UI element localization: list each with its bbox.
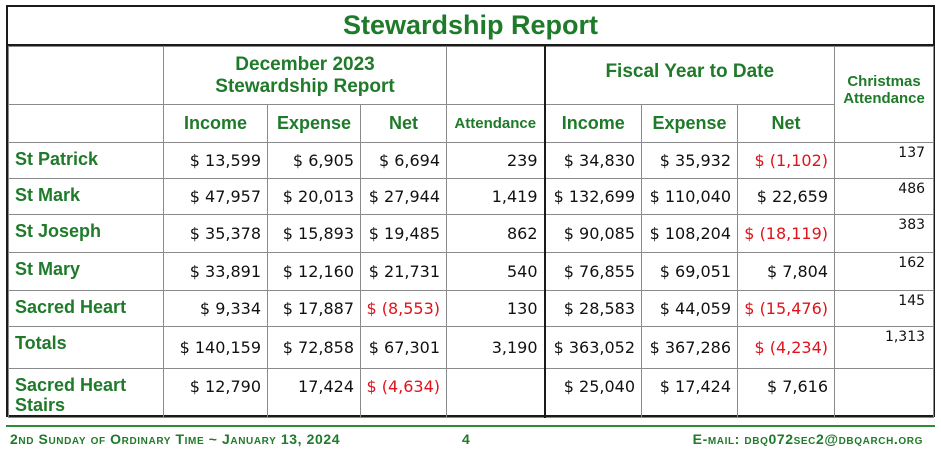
christmas-cell: 486 — [834, 178, 935, 215]
christmas-header-line2: Attendance — [843, 90, 925, 107]
fy-income-cell: $ 363,052 — [543, 326, 643, 369]
fy-expense-cell: $ 17,424 — [641, 368, 739, 418]
parish-name-line2: Stairs — [15, 395, 66, 415]
expense-cell: $ 6,905 — [267, 142, 361, 179]
fy-net-cell: $ (1,102) — [737, 142, 836, 179]
fy-expense-cell: $ 35,932 — [641, 142, 739, 179]
parish-name-line1: Sacred Heart — [15, 375, 127, 395]
table-row: St Mary $ 33,891 $ 12,160 $ 21,731 540 $… — [8, 252, 935, 291]
parish-name: Sacred Heart — [8, 290, 164, 327]
table-row: St Joseph $ 35,378 $ 15,893 $ 19,485 862… — [8, 214, 935, 253]
month-group-header: December 2023 Stewardship Report — [162, 46, 448, 105]
net-cell: $ 19,485 — [359, 214, 448, 253]
col-fy-income: Income — [543, 104, 643, 143]
income-cell: $ 47,957 — [163, 178, 268, 215]
net-cell: $ (8,553) — [359, 290, 448, 327]
fy-net-cell: $ (15,476) — [737, 290, 836, 327]
income-cell: $ 9,334 — [163, 290, 268, 327]
expense-cell: $ 15,893 — [267, 214, 361, 253]
column-header-row: Income Expense Net Attendance Income Exp… — [8, 104, 934, 143]
income-cell: $ 13,599 — [163, 142, 268, 179]
expense-cell: 17,424 — [267, 368, 361, 418]
footer-divider — [6, 425, 935, 427]
footer-date: 2nd Sunday of Ordinary Time ~ January 13… — [10, 431, 341, 447]
col-expense: Expense — [267, 104, 361, 143]
fy-net-cell: $ 7,616 — [737, 368, 836, 418]
net-cell: $ 27,944 — [359, 178, 448, 215]
expense-cell: $ 20,013 — [267, 178, 361, 215]
christmas-cell: 1,313 — [834, 326, 935, 369]
fiscal-group-header: Fiscal Year to Date — [543, 46, 836, 105]
christmas-cell: 145 — [834, 290, 935, 327]
attendance-cell: 1,419 — [446, 178, 546, 215]
group-header-row: December 2023 Stewardship Report Fiscal … — [8, 46, 935, 143]
income-cell: $ 140,159 — [163, 326, 268, 369]
parish-name: St Mary — [8, 252, 164, 291]
attendance-cell: 239 — [446, 142, 546, 179]
parish-name: Sacred Heart Stairs — [8, 368, 164, 418]
net-cell: $ 21,731 — [359, 252, 448, 291]
month-group-line1: December 2023 — [235, 53, 375, 75]
attendance-cell: 3,190 — [446, 326, 546, 369]
income-cell: $ 12,790 — [163, 368, 268, 418]
net-cell: $ 67,301 — [359, 326, 448, 369]
fy-income-cell: $ 25,040 — [543, 368, 643, 418]
christmas-cell: 162 — [834, 252, 935, 291]
table-row: St Mark $ 47,957 $ 20,013 $ 27,944 1,419… — [8, 178, 935, 215]
header-blank-cell-2 — [8, 104, 164, 143]
report-title: Stewardship Report — [8, 7, 933, 46]
table-row: St Patrick $ 13,599 $ 6,905 $ 6,694 239 … — [8, 142, 935, 179]
attendance-cell: 540 — [446, 252, 546, 291]
net-cell: $ (4,634) — [359, 368, 448, 418]
col-attendance: Attendance — [446, 104, 546, 143]
fy-net-cell: $ 7,804 — [737, 252, 836, 291]
attendance-cell — [446, 368, 546, 418]
fy-expense-cell: $ 69,051 — [641, 252, 739, 291]
net-cell: $ 6,694 — [359, 142, 448, 179]
parish-name: St Patrick — [8, 142, 164, 179]
totals-row: Totals $ 140,159 $ 72,858 $ 67,301 3,190… — [8, 326, 935, 369]
attendance-group-blank — [446, 46, 546, 105]
income-cell: $ 33,891 — [163, 252, 268, 291]
attendance-cell: 130 — [446, 290, 546, 327]
col-income: Income — [163, 104, 268, 143]
christmas-header-line1: Christmas — [847, 73, 921, 90]
fy-income-cell: $ 90,085 — [543, 214, 643, 253]
month-group-line2: Stewardship Report — [215, 75, 395, 97]
fy-net-cell: $ 22,659 — [737, 178, 836, 215]
stewardship-table: December 2023 Stewardship Report Fiscal … — [8, 46, 935, 418]
christmas-cell: 383 — [834, 214, 935, 253]
col-fy-net: Net — [737, 104, 836, 143]
expense-cell: $ 17,887 — [267, 290, 361, 327]
christmas-cell: 137 — [834, 142, 935, 179]
fy-net-cell: $ (4,234) — [737, 326, 836, 369]
totals-label: Totals — [8, 326, 164, 369]
parish-name: St Joseph — [8, 214, 164, 253]
attendance-cell: 862 — [446, 214, 546, 253]
income-cell: $ 35,378 — [163, 214, 268, 253]
fy-expense-cell: $ 108,204 — [641, 214, 739, 253]
expense-cell: $ 12,160 — [267, 252, 361, 291]
christmas-cell — [834, 368, 935, 418]
fy-income-cell: $ 76,855 — [543, 252, 643, 291]
fy-expense-cell: $ 44,059 — [641, 290, 739, 327]
page-number: 4 — [462, 431, 470, 447]
stewardship-report: Stewardship Report December 2023 Steward… — [6, 5, 935, 418]
christmas-attendance-header: Christmas Attendance — [834, 46, 935, 143]
parish-name: St Mark — [8, 178, 164, 215]
table-row: Sacred Heart Stairs $ 12,790 17,424 $ (4… — [8, 368, 935, 418]
fy-expense-cell: $ 110,040 — [641, 178, 739, 215]
expense-cell: $ 72,858 — [267, 326, 361, 369]
table-row: Sacred Heart $ 9,334 $ 17,887 $ (8,553) … — [8, 290, 935, 327]
header-blank-cell — [8, 46, 164, 105]
col-net: Net — [359, 104, 448, 143]
footer-email: E-mail: dbq072sec2@dbqarch.org — [692, 431, 923, 447]
col-fy-expense: Expense — [641, 104, 739, 143]
fy-net-cell: $ (18,119) — [737, 214, 836, 253]
fy-income-cell: $ 34,830 — [543, 142, 643, 179]
fy-income-cell: $ 28,583 — [543, 290, 643, 327]
fy-income-cell: $ 132,699 — [543, 178, 643, 215]
fy-expense-cell: $ 367,286 — [641, 326, 739, 369]
